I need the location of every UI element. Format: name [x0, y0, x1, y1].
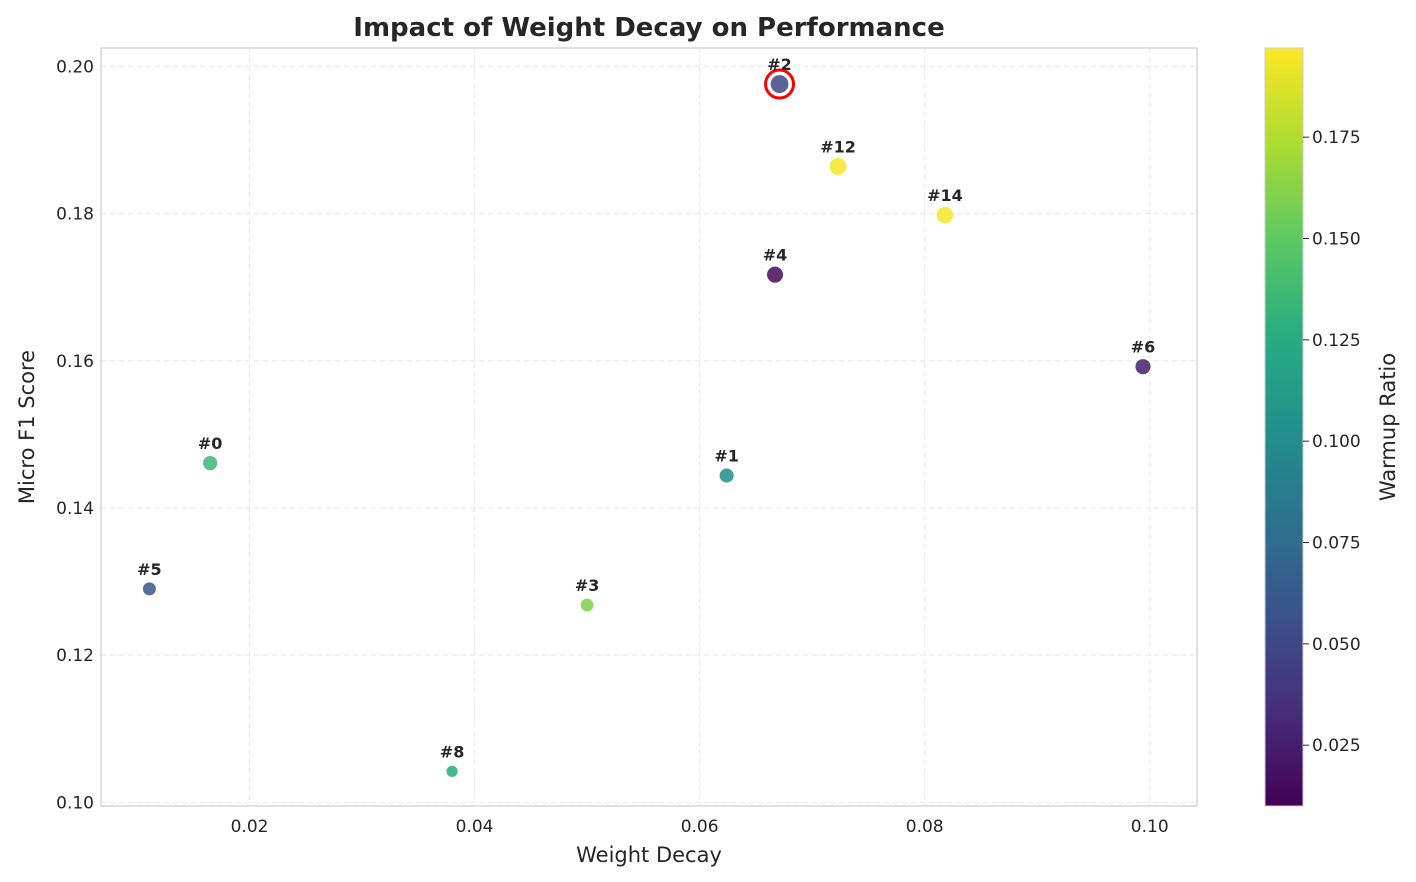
- y-tick-label: 0.18: [56, 205, 94, 225]
- point-label: #8: [440, 742, 465, 761]
- x-tick-label: 0.02: [231, 817, 269, 837]
- scatter-point: [718, 467, 735, 484]
- grid-lines: [101, 48, 1197, 806]
- y-axis-label: Micro F1 Score: [15, 350, 39, 504]
- y-tick-label: 0.16: [56, 352, 94, 372]
- scatter-point: [935, 205, 955, 225]
- point-label: #12: [820, 137, 856, 156]
- x-tick-label: 0.04: [456, 817, 494, 837]
- x-tick-label: 0.10: [1131, 817, 1169, 837]
- colorbar-tick-label: 0.175: [1312, 128, 1361, 148]
- point-label: #14: [927, 186, 963, 205]
- point-label: #4: [763, 246, 788, 265]
- colorbar-tick-label: 0.075: [1312, 534, 1361, 554]
- colorbar-tick-label: 0.100: [1312, 432, 1361, 452]
- colorbar: 0.025 0.050 0.075 0.100 0.125 0.150 0.175 Warm…: [1264, 47, 1400, 807]
- x-axis-label: Weight Decay: [576, 843, 722, 867]
- scatter-point: [828, 156, 848, 177]
- data-points: #0 #1 #2 #3 #4 #5 #6 #8 #12 #14: [137, 55, 1156, 779]
- colorbar-tick-label: 0.150: [1312, 230, 1361, 250]
- scatter-point: [769, 74, 790, 94]
- scatter-point: [141, 581, 157, 597]
- scatter-point: [445, 764, 459, 779]
- point-label: #2: [767, 55, 792, 74]
- y-tick-label: 0.12: [56, 646, 94, 666]
- colorbar-label: Warmup Ratio: [1376, 353, 1400, 501]
- colorbar-ticks: 0.025 0.050 0.075 0.100 0.125 0.150 0.175: [1303, 128, 1361, 756]
- colorbar-tick-label: 0.025: [1312, 736, 1361, 756]
- scatter-point: [1134, 358, 1152, 376]
- highlight-ring: [764, 68, 796, 100]
- y-tick-label: 0.20: [56, 57, 94, 77]
- point-label: #1: [714, 447, 739, 466]
- chart-title: Impact of Weight Decay on Performance: [353, 13, 944, 43]
- y-tick-label: 0.10: [56, 793, 94, 813]
- colorbar-tick-label: 0.050: [1312, 635, 1361, 655]
- y-axis-ticks: 0.10 0.12 0.14 0.16 0.18 0.20: [56, 57, 94, 813]
- scatter-point: [766, 265, 785, 284]
- plot-frame: [100, 47, 1198, 807]
- point-label: #5: [137, 560, 162, 579]
- x-axis-ticks: 0.02 0.04 0.06 0.08 0.10: [231, 817, 1169, 837]
- y-tick-label: 0.14: [56, 499, 94, 519]
- point-label: #3: [575, 576, 600, 595]
- scatter-point: [202, 454, 219, 472]
- point-label: #0: [198, 434, 223, 453]
- colorbar-gradient: [1264, 47, 1304, 807]
- scatter-point: [579, 597, 595, 613]
- x-tick-label: 0.08: [906, 817, 944, 837]
- colorbar-tick-label: 0.125: [1312, 331, 1361, 351]
- x-tick-label: 0.06: [681, 817, 719, 837]
- point-label: #6: [1131, 338, 1156, 357]
